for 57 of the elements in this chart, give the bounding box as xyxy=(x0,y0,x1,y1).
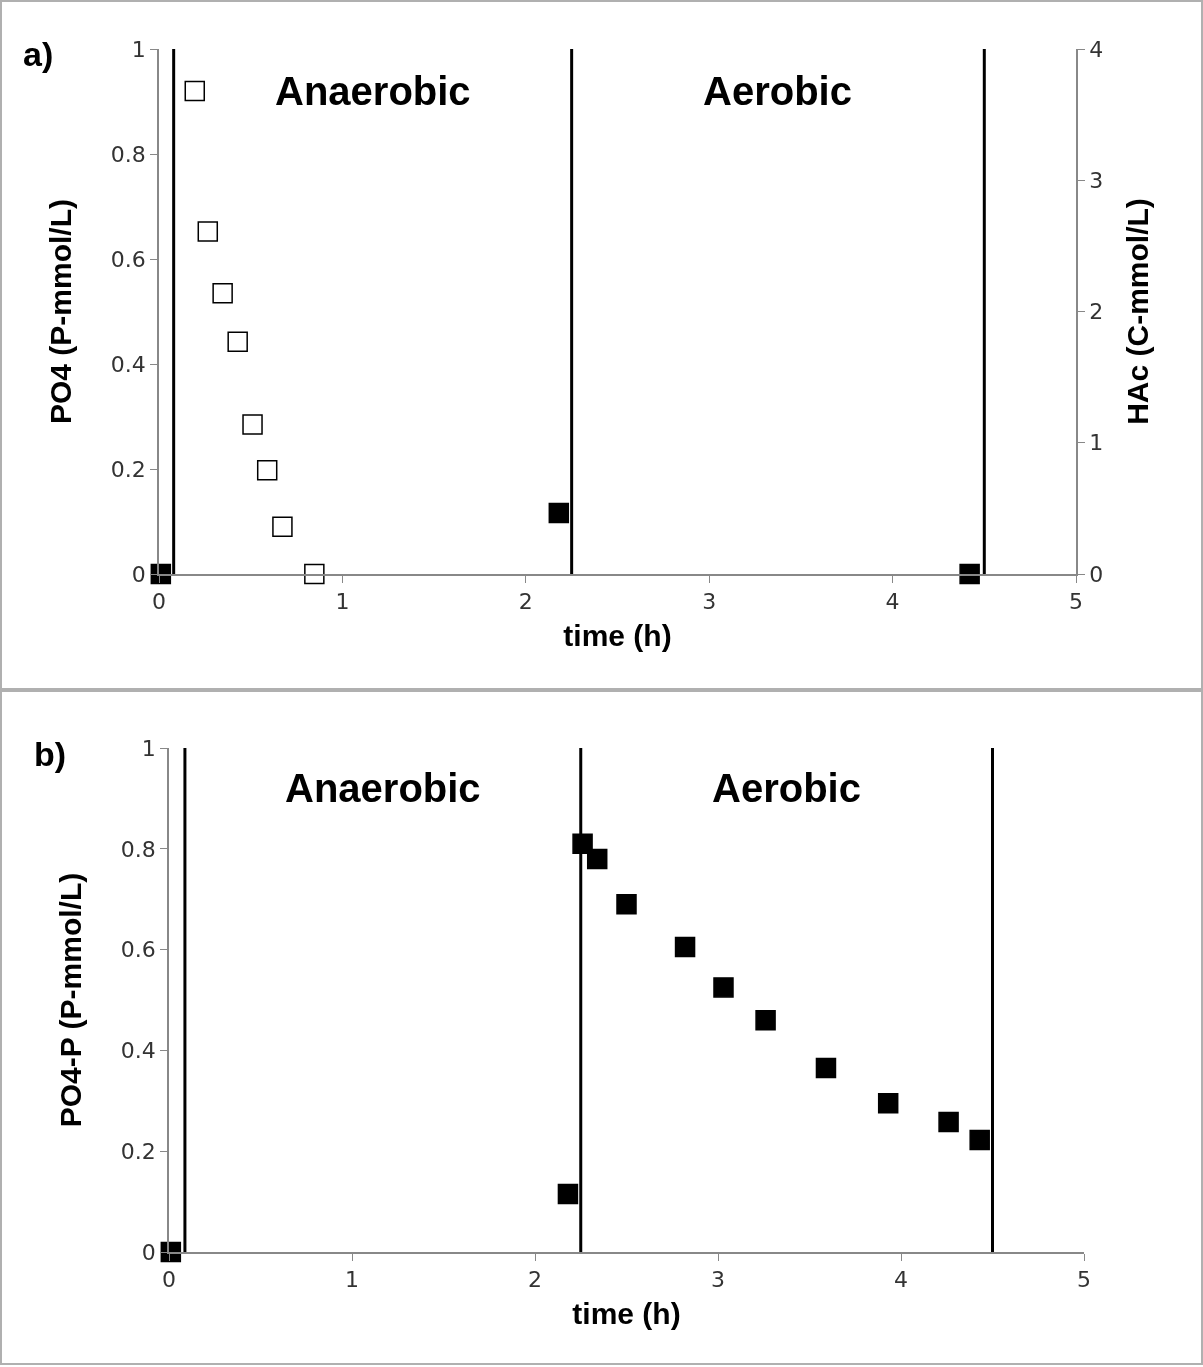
y-tick-label: 0.4 xyxy=(120,1038,156,1064)
point xyxy=(256,460,278,481)
y2-tick-label: 4 xyxy=(1089,36,1104,62)
chart-title: a) xyxy=(23,35,54,73)
x-tick-label: 1 xyxy=(345,1267,359,1293)
x-tick-label: 2 xyxy=(528,1267,542,1293)
y-tick-label: 0.2 xyxy=(110,456,146,482)
y-tick-label: 0.6 xyxy=(110,246,146,272)
point xyxy=(938,1111,959,1133)
point xyxy=(272,516,293,537)
point xyxy=(557,1183,579,1205)
x-tick-label: 0 xyxy=(162,1267,176,1293)
x-tick-label: 4 xyxy=(885,589,900,615)
x-tick-label: 1 xyxy=(335,589,350,615)
y2-tick-label: 2 xyxy=(1089,299,1104,325)
x-tick-label: 4 xyxy=(894,1267,908,1293)
y-tick-label: 0.4 xyxy=(110,351,146,377)
point xyxy=(212,282,233,304)
x-tick-label: 5 xyxy=(1077,1267,1091,1293)
annotation: Aerobic xyxy=(712,766,861,810)
y2-tick-label: 3 xyxy=(1089,167,1104,193)
point xyxy=(877,1093,899,1114)
annotation: Anaerobic xyxy=(285,766,481,810)
x-tick-label: 2 xyxy=(518,589,533,615)
point xyxy=(616,893,637,915)
y-tick-label: 0.6 xyxy=(120,937,156,963)
x-axis-title: time (h) xyxy=(572,1297,681,1331)
point xyxy=(242,414,263,435)
y-tick-label: 0.8 xyxy=(110,141,146,167)
chart-title: b) xyxy=(34,735,67,773)
point xyxy=(713,977,734,998)
y-axis-title: PO4 (P-mmol/L) xyxy=(44,198,78,425)
y-tick-label: 0 xyxy=(131,561,146,587)
x-tick-label: 5 xyxy=(1069,589,1083,615)
point xyxy=(755,1009,776,1031)
y-tick-label: 0 xyxy=(141,1239,156,1265)
x-tick-label: 3 xyxy=(711,1267,725,1293)
point xyxy=(674,936,696,958)
y2-axis-title: HAc (C-mmol/L) xyxy=(1121,198,1155,425)
annotation: Anaerobic xyxy=(275,69,471,113)
point xyxy=(586,848,608,870)
point xyxy=(304,563,325,585)
y-tick-label: 1 xyxy=(131,36,146,62)
y-axis-title: PO4-P (P-mmol/L) xyxy=(54,872,88,1128)
point xyxy=(969,1129,990,1151)
y-tick-label: 0.8 xyxy=(120,836,156,862)
y-tick-label: 0.2 xyxy=(120,1138,156,1164)
annotation: Aerobic xyxy=(703,69,852,113)
point xyxy=(227,331,248,352)
point xyxy=(197,221,219,242)
y2-tick-label: 1 xyxy=(1089,430,1104,456)
point xyxy=(184,80,206,102)
y2-tick-label: 0 xyxy=(1089,561,1104,587)
x-axis-title: time (h) xyxy=(563,619,672,653)
y-tick-label: 1 xyxy=(141,735,156,761)
point xyxy=(815,1057,837,1079)
x-tick-label: 3 xyxy=(702,589,717,615)
